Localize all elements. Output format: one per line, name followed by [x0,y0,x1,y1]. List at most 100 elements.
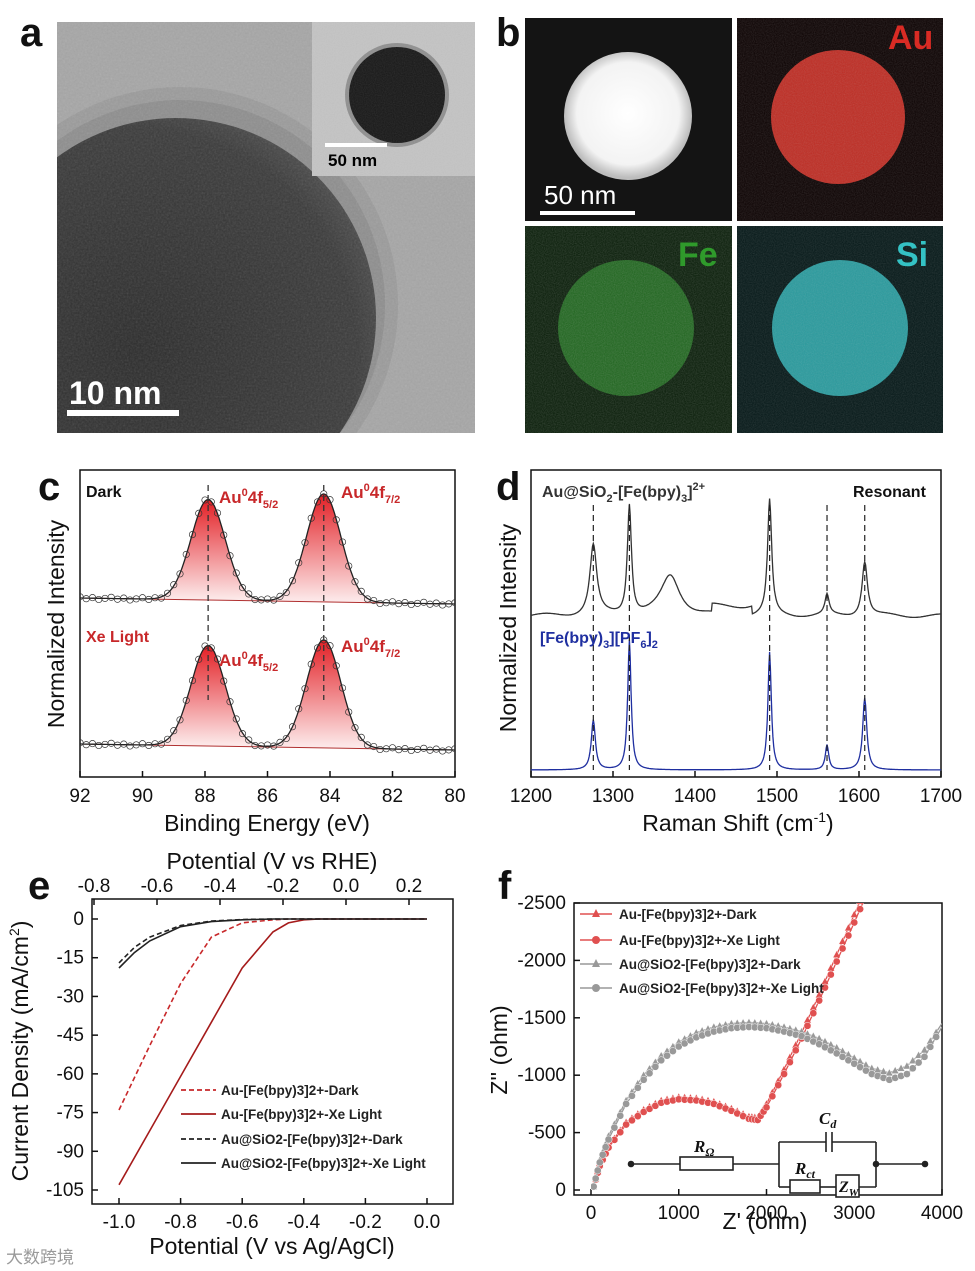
lsv-axes: -1.0 -0.8 -0.6 -0.4 -0.2 0.0 -0.8 -0.6 -0.4 -0.2 0… [46,876,440,1233]
xps-data-point [401,599,409,607]
xps-data-point [332,662,340,670]
eis-marker-circle [838,944,847,953]
eis-marker-circle [768,1092,777,1101]
eis-legend-label: Au@SiO2-[Fe(bpy)3]2+-Dark [619,957,801,972]
lsv-xtick-label: -0.4 [287,1212,320,1233]
dark-label: Dark [86,484,122,501]
eis-marker-circle [633,1083,642,1092]
xps-data-point [401,745,409,753]
xps-data-point [420,598,428,606]
scale-label-b: 50 nm [544,180,616,210]
eis-marker-circle [914,1058,923,1067]
xps-data-point [307,660,315,668]
xps-data-point [282,734,290,743]
eis-marker-circle [591,1182,598,1191]
xps-data-point [332,516,340,524]
xps-data-point [163,589,172,597]
xps-data-point [95,741,103,750]
circuit-rct: Rct [794,1159,816,1181]
eis-marker-circle [651,1062,660,1071]
eis-marker-circle [598,1150,607,1159]
lsv-ytick-label: 0 [73,909,84,930]
xps-data-point [388,744,397,752]
xps-data-point [351,578,359,586]
eis-marker-circle [850,1059,859,1068]
xps-data-point [126,742,134,750]
eis-marker-circle [628,1116,636,1125]
eis-marker-circle [669,1047,677,1055]
eis-marker-triangle [914,1050,923,1059]
xps-spectra [80,485,455,755]
eis-marker-triangle [862,884,870,891]
xps-data-point [438,601,447,609]
xps-fit-curve [80,493,455,605]
eis-marker-circle [838,1052,847,1061]
xps-data-point [270,596,278,604]
eis-marker-circle [622,1120,630,1129]
xps-data-point [170,727,178,735]
eis-axes: 0 1000 2000 3000 4000 0 -500 -1000 -1500 -2000 -25… [517,893,963,1224]
xps-xtick-label: 84 [319,786,341,807]
xps-data-point [138,594,147,602]
eis-points [591,884,942,1191]
lsv-series-2 [118,918,427,964]
au-map-label: Au [888,19,933,57]
scale-label-a: 10 nm [69,375,161,411]
xps-data-point [326,642,334,650]
xps-data-point [301,685,309,693]
lsv-xtick-label: -0.8 [164,1212,197,1233]
eis-legend-label: Au-[Fe(bpy)3]2+-Dark [619,907,757,922]
lsv-x2tick-label: -0.6 [141,876,174,897]
xps-x-axis: 92 90 88 86 84 82 80 [69,771,466,807]
eis-ytick-label: -1500 [517,1008,566,1029]
lsv-ytick-label: -75 [57,1103,84,1124]
xps-data-point [120,740,128,748]
eis-marker-circle [932,1033,941,1041]
eis-marker-circle [786,1058,794,1067]
raman-series-bottom-label: [Fe(bpy)3][PF6]2 [540,630,658,651]
eis-marker-circle [657,1056,666,1065]
raman-spectrum-top [530,498,941,619]
panel-a: 50 nm 10 nm a [20,11,475,433]
xps-xtick-label: 82 [382,786,403,807]
lsv-xtick-label: -0.6 [226,1212,259,1233]
panel-f: f 0 1000 2000 3000 4000 0 -500 -1000 -1500 -2000 -… [486,864,963,1234]
eis-ytick-label: -1000 [517,1065,566,1086]
xps-data-point [432,745,440,753]
panel-e: e -1.0 -0.8 -0.6 -0.4 -0.2 0.0 -0.8 -0.6 -0.4 -0.… [6,848,454,1259]
xps-data-point [120,594,128,602]
raman-spectrum-bottom [530,639,941,771]
xps-data-point [157,740,165,748]
eis-xtick-label: 1000 [658,1203,700,1224]
si-map-label: Si [896,236,928,274]
raman-xtick-label: 1700 [920,786,962,807]
lsv-legend-label: Au@SiO2-[Fe(bpy)3]2+-Dark [221,1132,403,1147]
eis-marker-circle [926,1043,935,1051]
panel-label-f: f [498,864,512,908]
scale-bar-a [67,410,179,416]
lsv-series-3 [118,918,427,969]
lsv-x2tick-label: -0.8 [78,876,111,897]
panel-label-e: e [28,864,50,908]
inset-scale-label: 50 nm [328,151,377,170]
eis-marker-circle [809,1009,818,1018]
xps-data-point [288,723,297,731]
xps-data-point [245,736,253,744]
raman-spectra [530,498,941,771]
eis-marker-circle [908,1064,917,1073]
xps-data-point [438,747,447,755]
eis-marker-circle [593,1166,602,1175]
eis-ytick-label: 0 [555,1180,566,1201]
eis-marker-triangle [896,1063,906,1072]
eis-marker-circle [862,892,869,899]
eis-marker-circle [663,1051,671,1060]
xps-data-point [88,740,97,748]
xps-data-point [207,498,215,506]
eis-marker-circle [821,983,829,992]
xps-data-point [451,745,455,753]
eis-plot-frame [573,902,943,1196]
lsv-ytick-label: -15 [57,948,84,969]
eis-series-line [592,903,864,1187]
lsv-xtick-label: -1.0 [103,1212,136,1233]
xps-data-point [345,708,353,716]
